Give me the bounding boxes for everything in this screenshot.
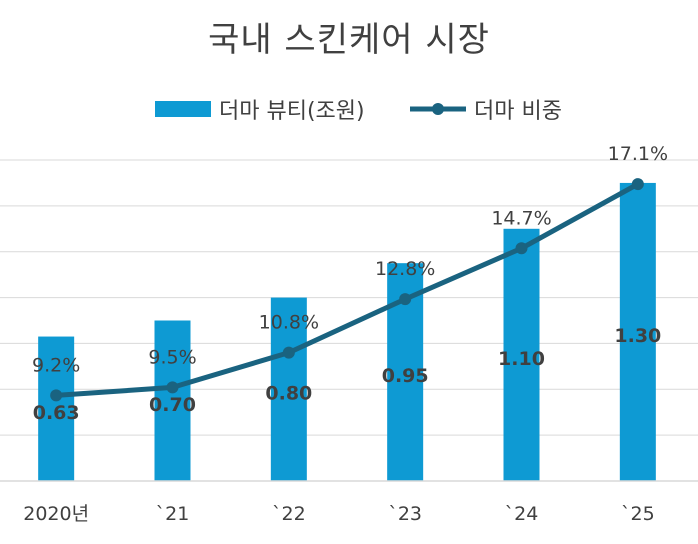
bar-value-label: 0.80: [265, 382, 312, 404]
legend-label-bar: 더마 뷰티(조원): [219, 99, 365, 124]
share-value-label: 14.7%: [491, 207, 551, 229]
share-line: [55, 181, 640, 398]
legend-item-line: 더마 비중: [410, 94, 562, 124]
legend: 더마 뷰티(조원) 더마 비중: [0, 94, 698, 124]
legend-label-line: 더마 비중: [474, 99, 562, 124]
bar-value-label: 1.10: [498, 348, 545, 370]
x-tick-label: 2020년: [23, 503, 89, 525]
share-point: [515, 242, 528, 255]
x-tick-label: `23: [388, 503, 422, 525]
share-point: [399, 293, 412, 306]
bar: [619, 182, 656, 481]
share-point: [166, 381, 179, 394]
x-tick-label: `24: [505, 503, 539, 525]
legend-item-bar: 더마 뷰티(조원): [155, 94, 365, 124]
legend-swatch-bar: [155, 101, 211, 117]
bar: [503, 228, 540, 481]
x-tick-label: `22: [272, 503, 306, 525]
x-tick-label: `21: [156, 503, 190, 525]
share-value-label: 10.8%: [259, 312, 319, 334]
share-point: [282, 346, 295, 359]
share-point: [631, 178, 644, 191]
bar: [38, 336, 75, 481]
share-value-label: 12.8%: [375, 258, 435, 280]
legend-swatch-line: [410, 103, 466, 115]
share-value-label: 9.2%: [32, 354, 80, 376]
bar-value-label: 0.95: [382, 365, 429, 387]
bar-value-label: 0.63: [33, 402, 80, 424]
bar-value-label: 1.30: [614, 325, 661, 347]
bar: [270, 297, 307, 481]
share-value-label: 17.1%: [608, 143, 668, 165]
bar-value-label: 0.70: [149, 394, 196, 416]
share-value-label: 9.5%: [148, 346, 196, 368]
share-point: [50, 389, 63, 402]
x-tick-label: `25: [621, 503, 655, 525]
chart-title: 국내 스킨케어 시장: [208, 20, 490, 60]
bar: [154, 320, 191, 481]
